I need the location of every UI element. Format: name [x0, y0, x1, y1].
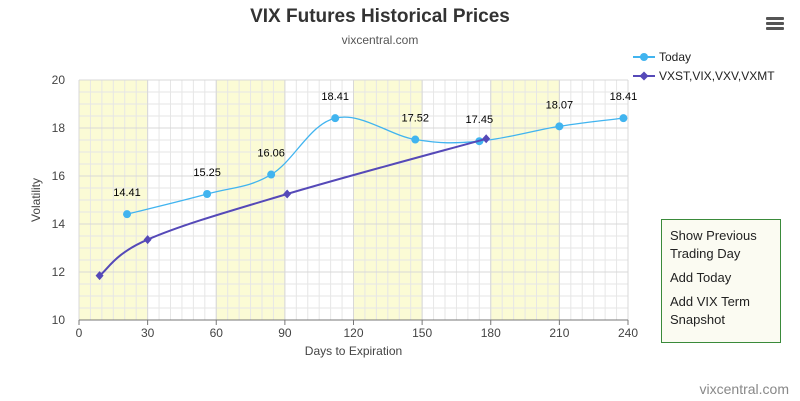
data-point-today [555, 122, 564, 131]
data-label: 15.25 [193, 167, 221, 179]
chart-title: VIX Futures Historical Prices [250, 6, 510, 27]
x-tick-label: 60 [210, 326, 224, 340]
add-today-button[interactable]: Add Today [670, 270, 732, 285]
data-point-today [619, 114, 628, 123]
hamburger-menu-icon[interactable] [766, 17, 784, 31]
data-label: 17.52 [401, 113, 429, 125]
data-point-term-structure [482, 134, 491, 144]
y-axis-title: Volatility [29, 178, 43, 222]
data-label: 16.06 [257, 148, 285, 160]
series-layer [95, 114, 628, 281]
data-point-term-structure [283, 189, 292, 199]
data-label: 18.41 [610, 91, 638, 103]
credits-link[interactable]: vixcentral.com [699, 381, 789, 397]
data-label: 18.07 [546, 99, 574, 111]
add-vix-term-snapshot-button[interactable]: Add VIX Term Snapshot [670, 294, 750, 327]
x-tick-label: 0 [76, 326, 83, 340]
y-tick-label: 16 [52, 169, 66, 183]
y-tick-label: 12 [52, 265, 66, 279]
data-labels: 14.41 15.25 16.06 18.41 17.52 17.45 18.07 18.41 [113, 91, 637, 199]
data-point-today [267, 170, 276, 179]
grid-lines [78, 79, 629, 321]
y-tick-label: 18 [52, 121, 66, 135]
data-label: 17.45 [466, 114, 494, 126]
x-tick-label: 210 [549, 326, 569, 340]
x-tick-label: 90 [278, 326, 292, 340]
series-line-term-structure [98, 137, 487, 277]
legend: Today VXST,VIX,VXV,VXMT [633, 47, 775, 85]
legend-marker-circle-icon [640, 52, 648, 61]
x-tick-label: 120 [343, 326, 363, 340]
show-previous-day-button[interactable]: Show Previous Trading Day [670, 228, 757, 261]
x-tick-label: 240 [618, 326, 638, 340]
legend-item-today[interactable]: Today [633, 47, 775, 66]
chart-subtitle: vixcentral.com [341, 33, 419, 47]
legend-marker-diamond-icon [639, 70, 649, 81]
y-tick-label: 10 [52, 313, 66, 327]
legend-label: Today [659, 49, 692, 64]
y-tick-label: 14 [52, 217, 66, 231]
data-label: 18.41 [321, 91, 349, 103]
x-tick-label: 30 [141, 326, 155, 340]
axes: 0 30 60 90 120 150 180 210 240 10 12 14 16 18 20 Days t… [29, 73, 638, 358]
data-point-today [203, 190, 212, 198]
data-label: 14.41 [113, 187, 141, 199]
x-tick-label: 180 [481, 326, 501, 340]
x-tick-label: 150 [412, 326, 432, 340]
legend-label: VXST,VIX,VXV,VXMT [659, 68, 775, 83]
data-point-term-structure [143, 235, 152, 245]
data-point-term-structure [95, 271, 104, 281]
y-tick-label: 20 [52, 73, 66, 87]
legend-item-term-structure[interactable]: VXST,VIX,VXV,VXMT [633, 66, 775, 85]
series-line-today [126, 116, 624, 215]
data-point-today [331, 114, 340, 123]
data-point-today [411, 135, 420, 144]
options-panel: Show Previous Trading Day Add Today Add … [661, 219, 781, 343]
x-axis-title: Days to Expiration [305, 344, 402, 358]
data-point-today [123, 210, 132, 219]
